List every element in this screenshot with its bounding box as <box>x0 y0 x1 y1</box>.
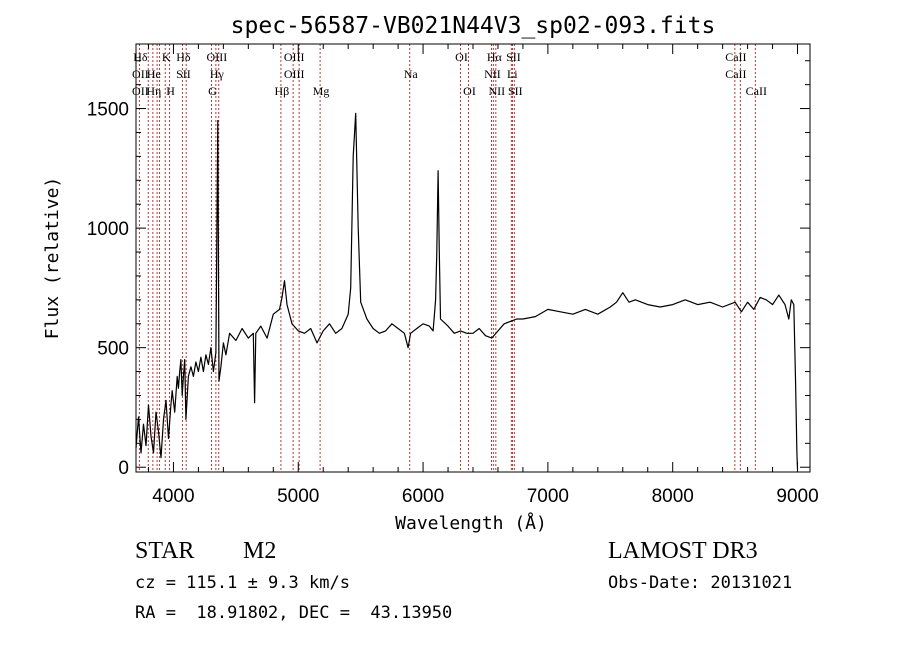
y-tick-label: 0 <box>118 458 129 479</box>
spectral-line-label: He <box>147 67 161 81</box>
x-tick-label: 9000 <box>776 486 818 507</box>
spectral-line-label: NII <box>489 84 506 98</box>
x-tick-label: 5000 <box>277 486 319 507</box>
spectral-line-label: CaII <box>725 67 746 81</box>
plot-frame <box>135 43 811 473</box>
spectral-line-label: G <box>208 84 217 98</box>
x-tick-label: 4000 <box>152 486 194 507</box>
spectrum-series-line <box>135 112 799 470</box>
x-tick-label: 6000 <box>402 486 444 507</box>
spectral-line-label: CaII <box>725 50 746 64</box>
spectral-line-markers <box>138 44 756 472</box>
x-axis-label: Wavelength (Å) <box>395 512 547 534</box>
spectral-line-label: SII <box>506 50 521 64</box>
x-tick-label: 8000 <box>652 486 694 507</box>
axis-tick-labels: 4000 5000 6000 7000 8000 9000 0 500 1000 1500 <box>87 100 819 507</box>
y-axis-label: Flux (relative) <box>42 177 63 340</box>
x-tick-label: 7000 <box>527 486 569 507</box>
axis-ticks <box>136 44 810 472</box>
spectral-line-label: OIII <box>207 50 228 64</box>
spectral-line-label: Hγ <box>210 67 225 81</box>
spectral-line-label: H <box>166 84 175 98</box>
spectral-line-labels: HδOIIOIIHeHηKHHδSIIGOIIIHγHβOIIIOIIIMgNa… <box>132 50 767 98</box>
spectral-line-label: SII <box>176 67 191 81</box>
y-tick-label: 1500 <box>87 100 129 121</box>
spectral-line-label: SII <box>508 84 523 98</box>
spectral-line-label: Hβ <box>275 84 290 98</box>
y-tick-label: 500 <box>97 339 129 360</box>
observation-date: Obs-Date: 20131021 <box>608 573 793 593</box>
redshift-readout: cz = 115.1 ± 9.3 km/s <box>135 573 350 593</box>
chart-title: spec-56587-VB021N44V3_sp02-093.fits <box>231 13 716 39</box>
spectral-line-label: Hα <box>487 50 503 64</box>
spectral-line-label: Hδ <box>133 50 148 64</box>
spectral-line-label: K <box>162 50 171 64</box>
y-tick-label: 1000 <box>87 219 129 240</box>
spectral-line-label: OI <box>463 84 476 98</box>
survey-name: LAMOST DR3 <box>608 538 758 564</box>
spectral-line-label: Hδ <box>176 50 191 64</box>
object-class: STAR <box>135 538 195 564</box>
spectral-line-label: CaII <box>746 84 767 98</box>
coordinates-readout: RA = 18.91802, DEC = 43.13950 <box>135 603 453 623</box>
spectral-line-label: Hη <box>146 84 161 98</box>
spectral-line-label: Mg <box>313 84 330 98</box>
spectral-line-label: Na <box>404 67 419 81</box>
spectral-line-label: OIII <box>284 67 305 81</box>
spectral-line-label: Li <box>507 67 518 81</box>
spectral-line-label: OIII <box>284 50 305 64</box>
object-subclass: M2 <box>243 538 277 564</box>
spectral-line-label: NII <box>484 67 501 81</box>
spectral-line-label: OI <box>455 50 468 64</box>
